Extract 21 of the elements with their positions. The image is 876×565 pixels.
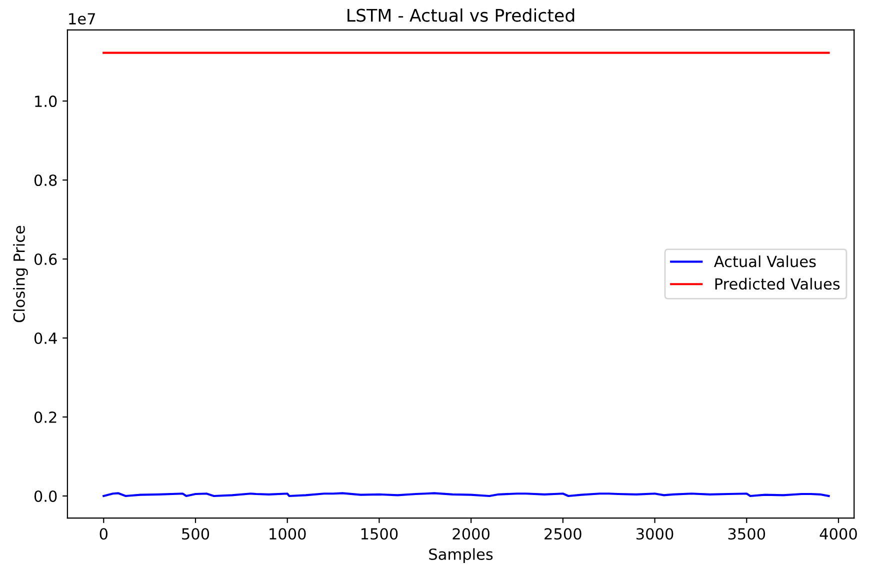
x-axis-title: Samples — [429, 548, 493, 563]
y-tick-label: 0.6 — [34, 253, 57, 266]
x-tick-label: 500 — [182, 528, 210, 540]
legend-label: Actual Values — [714, 255, 816, 268]
y-tick-label: 0.4 — [34, 332, 57, 344]
x-tick-label: 3500 — [728, 528, 766, 540]
x-tick-label: 2500 — [544, 528, 582, 540]
y-tick-label: 1.0 — [35, 96, 57, 108]
y-tick-label: 0.2 — [34, 411, 56, 424]
legend-label: Predicted Values — [715, 278, 840, 290]
chart-title: LSTM - Actual vs Predicted — [348, 8, 574, 22]
y-tick-label: 0.0 — [34, 490, 57, 502]
x-tick-label: 1000 — [270, 528, 306, 540]
x-tick-label: 2000 — [452, 528, 490, 540]
x-tick-label: 4000 — [820, 528, 857, 540]
text: 1e7 — [69, 13, 95, 25]
y-axis-title: Closing Price — [13, 226, 28, 322]
y-tick-label: 0.8 — [34, 174, 57, 186]
x-tick-label: 1500 — [361, 528, 398, 540]
x-tick-label: 0 — [100, 528, 108, 540]
x-tick-label: 3000 — [636, 528, 674, 540]
